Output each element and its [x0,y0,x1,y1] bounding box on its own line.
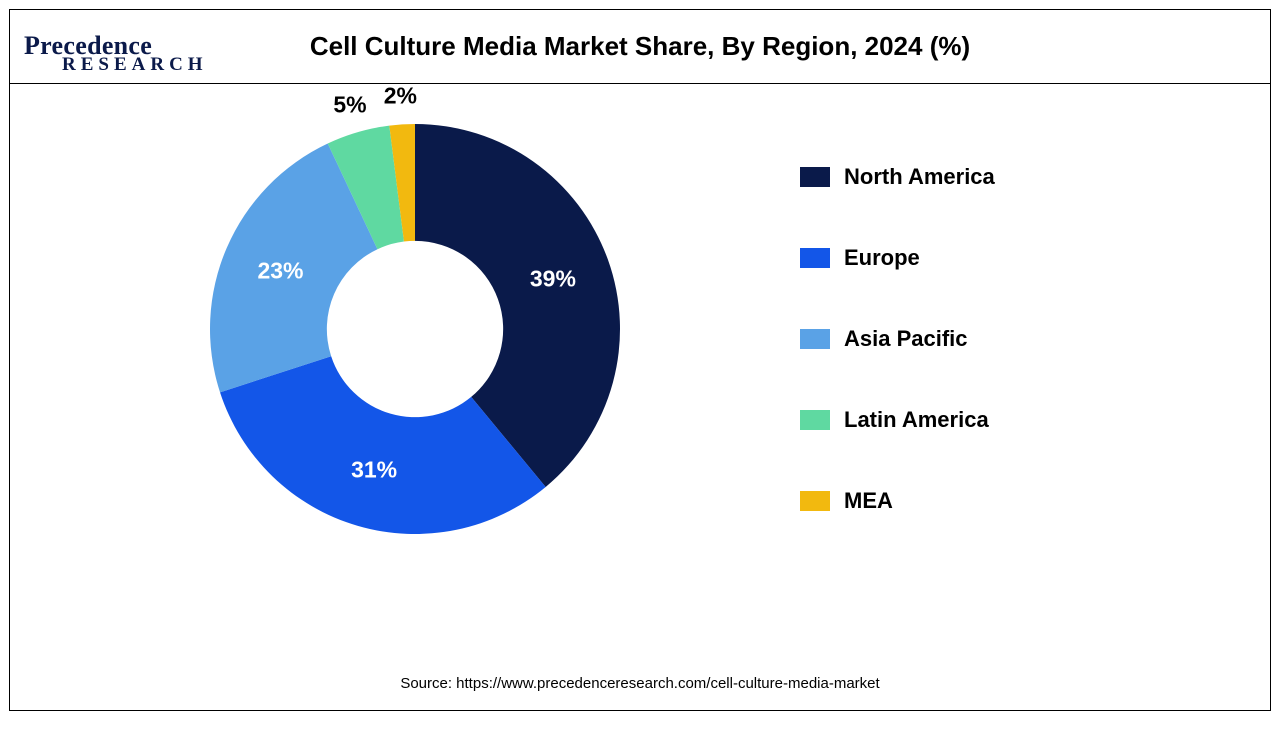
source-caption: Source: https://www.precedenceresearch.c… [10,675,1270,692]
legend-label: Europe [844,245,920,271]
legend-item: Latin America [800,407,995,433]
logo-line2: RESEARCH [62,54,208,76]
donut-svg [200,114,630,544]
legend-item: Asia Pacific [800,326,995,352]
legend-label: MEA [844,488,893,514]
slice-label: 23% [257,257,303,284]
chart-area: 39% 31% 23% 5% 2% North America Europe Asia Pa… [10,84,1270,710]
legend-label: Asia Pacific [844,326,968,352]
legend-item: MEA [800,488,995,514]
chart-legend: North America Europe Asia Pacific Latin Ame… [800,164,995,514]
slice-label: 31% [351,456,397,483]
legend-swatch [800,167,830,187]
legend-item: North America [800,164,995,190]
chart-frame: Precedence RESEARCH Cell Culture Media M… [9,9,1271,711]
legend-label: North America [844,164,995,190]
donut-chart: 39%31%23%5%2% [200,114,630,544]
slice-label: 2% [384,83,417,110]
legend-swatch [800,329,830,349]
slice-label: 39% [530,266,576,293]
slice-label: 5% [333,92,366,119]
brand-logo: Precedence RESEARCH [24,16,224,76]
legend-label: Latin America [844,407,989,433]
legend-swatch [800,248,830,268]
legend-item: Europe [800,245,995,271]
legend-swatch [800,410,830,430]
legend-swatch [800,491,830,511]
header-row: Precedence RESEARCH Cell Culture Media M… [10,10,1270,84]
